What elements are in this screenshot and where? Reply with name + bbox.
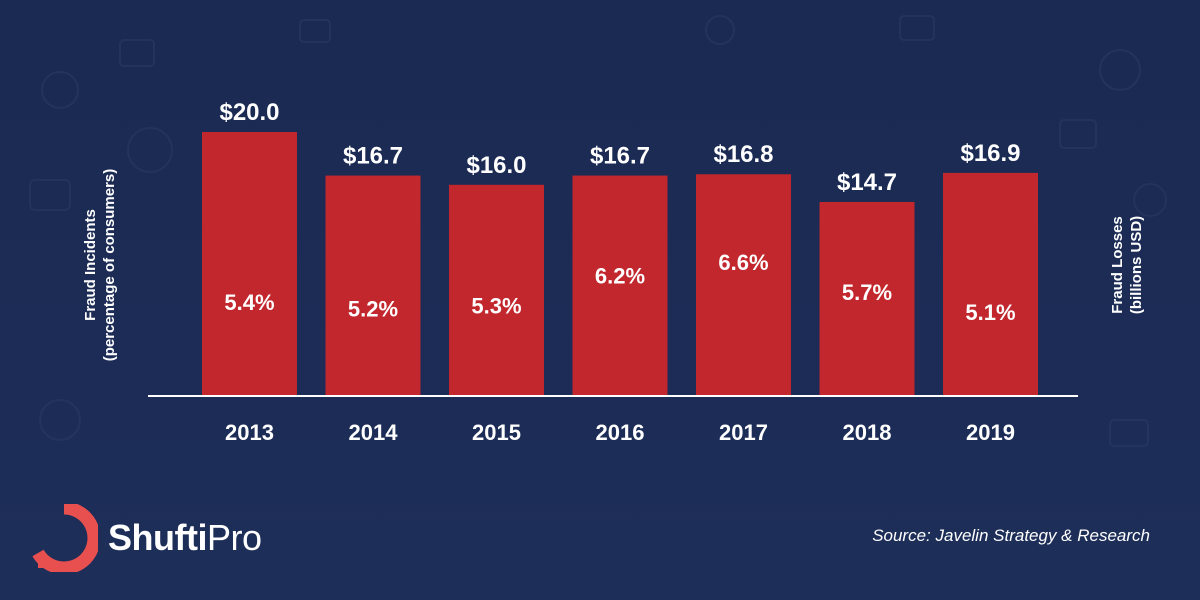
y-axis-title-left-main: Fraud Incidents xyxy=(82,209,99,321)
value-label-2019: $16.9 xyxy=(960,140,1020,167)
brand-name-bold: Shufti xyxy=(108,517,207,558)
value-label-2017: $16.8 xyxy=(713,141,773,168)
x-tick-2014: 2014 xyxy=(349,420,399,445)
value-label-2013: $20.0 xyxy=(219,99,279,126)
bar-2019 xyxy=(943,172,1038,396)
value-label-2014: $16.7 xyxy=(343,143,403,170)
logo-ring xyxy=(32,504,98,572)
percent-label-2017: 6.6% xyxy=(718,250,768,275)
y-axis-title-right: Fraud Losses (billions USD) xyxy=(1108,135,1146,395)
percent-label-2015: 5.3% xyxy=(471,293,521,318)
pattern-circle xyxy=(705,15,735,45)
percent-label-2016: 6.2% xyxy=(595,263,645,288)
brand-name: ShuftiPro xyxy=(108,517,262,559)
value-label-2018: $14.7 xyxy=(837,169,897,196)
pattern-circle xyxy=(39,399,81,441)
percent-label-2019: 5.1% xyxy=(965,300,1015,325)
brand-name-light: Pro xyxy=(206,517,262,558)
logo-tail xyxy=(38,553,52,568)
pattern-rect xyxy=(299,19,331,43)
percent-label-2013: 5.4% xyxy=(224,290,274,315)
source-note: Source: Javelin Strategy & Research xyxy=(872,526,1150,545)
bar-2018 xyxy=(819,201,915,396)
shuftipro-logo-icon xyxy=(32,504,98,572)
pattern-rect xyxy=(899,15,935,41)
x-tick-2017: 2017 xyxy=(719,420,768,445)
pattern-circle xyxy=(1133,183,1167,217)
x-tick-2013: 2013 xyxy=(225,420,274,445)
x-tick-2016: 2016 xyxy=(596,420,645,445)
bar-2013 xyxy=(202,132,297,396)
brand-logo: ShuftiPro xyxy=(30,498,262,578)
pattern-rect xyxy=(1059,119,1097,149)
bar-2016 xyxy=(572,175,668,396)
pattern-circle xyxy=(1099,49,1141,91)
y-axis-title-right-sub: (billions USD) xyxy=(1128,215,1145,315)
pattern-circle xyxy=(127,127,173,173)
value-label-2016: $16.7 xyxy=(590,143,650,170)
percent-label-2014: 5.2% xyxy=(348,297,398,322)
y-axis-title-left-sub: (percentage of consumers) xyxy=(101,168,118,362)
bar-2014 xyxy=(325,175,421,396)
bar-2015 xyxy=(449,184,544,396)
value-label-2015: $16.0 xyxy=(466,152,526,179)
x-tick-2018: 2018 xyxy=(843,420,892,445)
x-tick-2019: 2019 xyxy=(966,420,1015,445)
pattern-rect xyxy=(119,39,155,67)
x-tick-2015: 2015 xyxy=(472,420,521,445)
pattern-circle xyxy=(41,71,79,109)
y-axis-title-right-main: Fraud Losses xyxy=(1109,216,1126,314)
pattern-rect xyxy=(29,179,71,211)
bar-2017 xyxy=(696,174,791,396)
pattern-rect xyxy=(1109,419,1149,447)
y-axis-title-left: Fraud Incidents (percentage of consumers… xyxy=(81,135,119,395)
percent-label-2018: 5.7% xyxy=(842,280,892,305)
